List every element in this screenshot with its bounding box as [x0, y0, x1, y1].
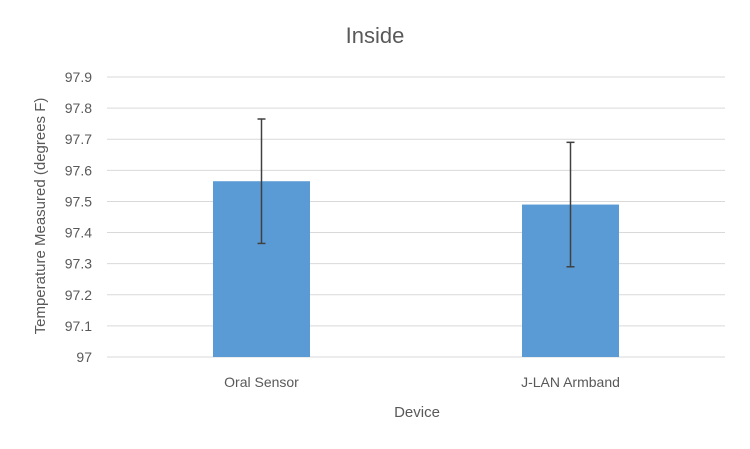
- y-tick-label: 97.9: [65, 69, 92, 85]
- x-tick-label: J-LAN Armband: [521, 374, 620, 390]
- y-tick-label: 97.7: [65, 131, 92, 147]
- x-axis-label: Device: [394, 404, 440, 421]
- y-axis-label: Temperature Measured (degrees F): [32, 98, 49, 335]
- error-bars: [257, 118, 575, 268]
- y-tick-label: 97.3: [65, 256, 92, 272]
- y-tick-label: 97.6: [65, 162, 92, 178]
- y-tick-label: 97.1: [65, 318, 92, 334]
- y-tick-labels: 97 97.1 97.2 97.3 97.4 97.5 97.6 97.7 97.8 97.9: [65, 69, 92, 365]
- y-tick-label: 97: [76, 349, 92, 365]
- gridlines: [107, 76, 725, 358]
- bars: [213, 181, 619, 357]
- y-tick-label: 97.5: [65, 193, 92, 209]
- chart-title: Inside: [346, 23, 405, 48]
- x-tick-labels: Oral Sensor J-LAN Armband: [224, 374, 620, 390]
- x-tick-label: Oral Sensor: [224, 374, 299, 390]
- y-tick-label: 97.2: [65, 287, 92, 303]
- y-tick-label: 97.8: [65, 100, 92, 116]
- y-tick-label: 97.4: [65, 225, 92, 241]
